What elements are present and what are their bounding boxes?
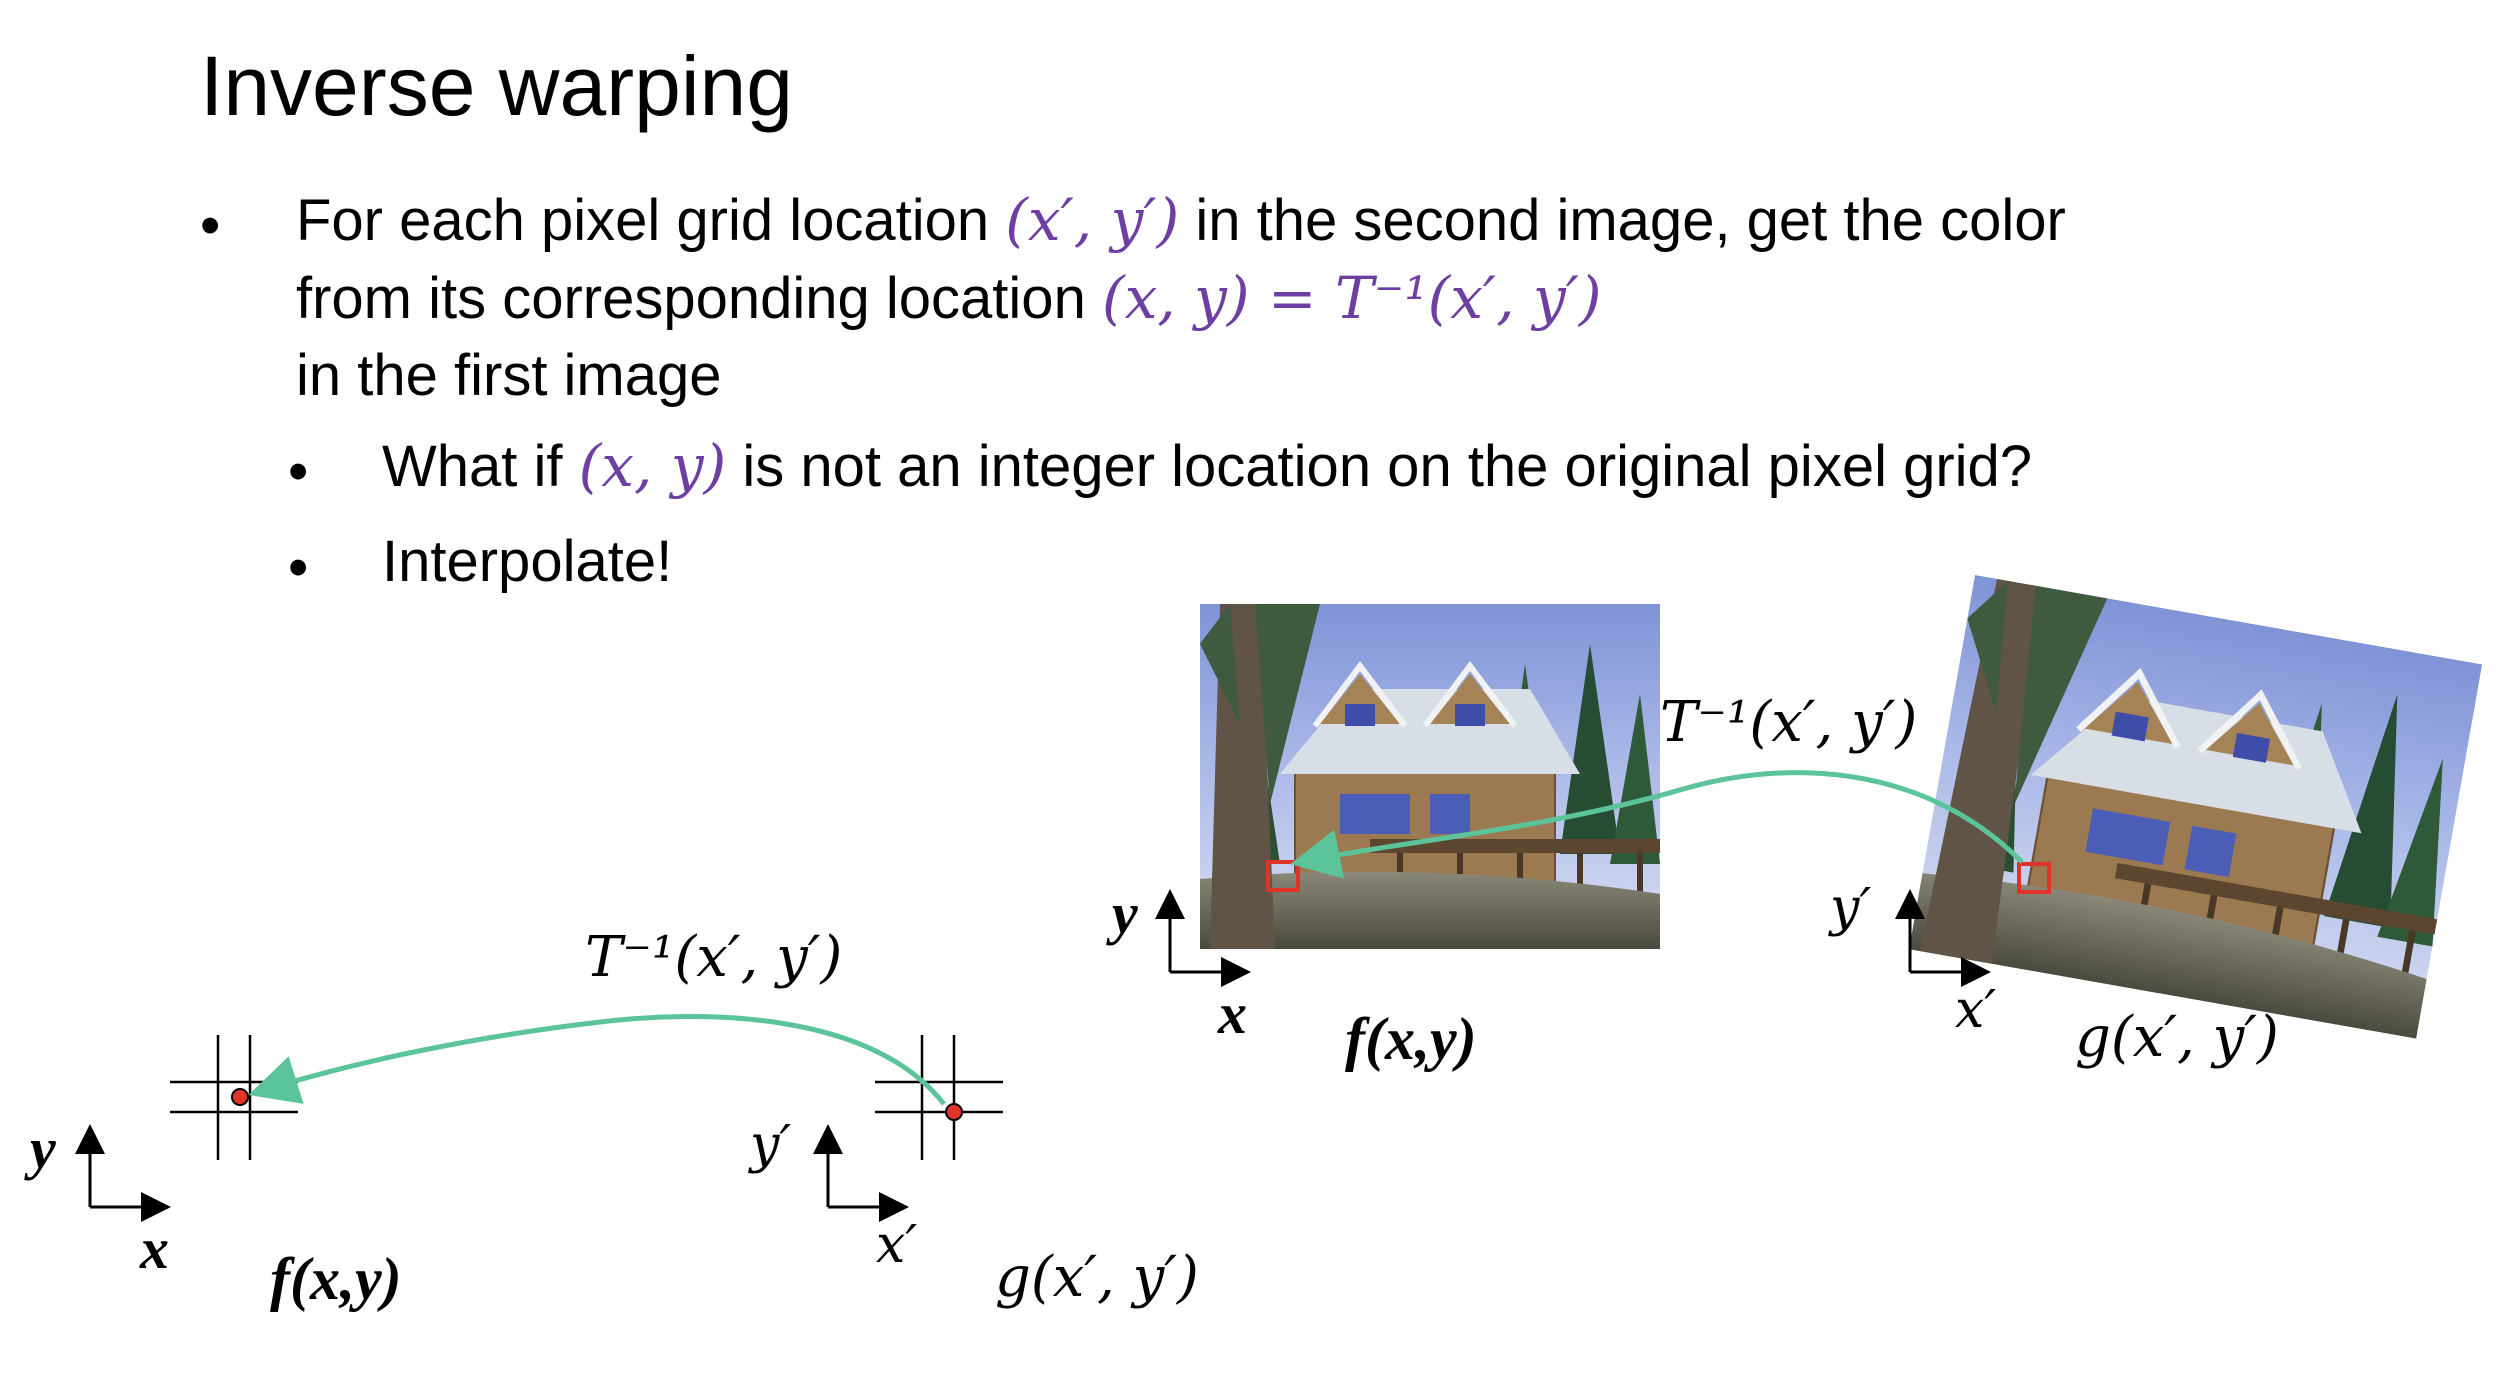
bullet-1-text-c: from its corresponding location [296, 266, 1102, 331]
inverse-mapping-arrow-left [248, 1014, 946, 1106]
target-function-label-right: g(x′, y′) [2075, 1005, 2279, 1070]
bullet-1-math-b: (x, y) = T⁻¹(x′, y′) [1101, 264, 1602, 332]
target-function-label-left: g(x′, y′) [995, 1245, 1199, 1310]
bullet-2-line: What if (x, y) is not an integer locatio… [382, 432, 2032, 500]
source-axes-left [75, 1124, 171, 1222]
source-function-label-right: f(x,y) [1345, 1006, 1477, 1072]
bullet-1-text-b: in the second image, get the color [1179, 188, 2066, 253]
bullet-1-line-3: in the first image [296, 343, 722, 408]
target-sample-point [945, 1103, 963, 1121]
axis-xprime-label-left: x′ [876, 1215, 918, 1275]
axis-x-label-right: x [1218, 981, 1247, 1046]
slide-title: Inverse warping [200, 39, 793, 133]
target-pixel-marker [2017, 862, 2051, 894]
arrow-label-right: T⁻¹(x′, y′) [1660, 690, 1918, 755]
sub-bullet-dot: • [288, 439, 309, 504]
target-axes-left [813, 1124, 909, 1222]
axis-x-label-left: x [140, 1216, 169, 1281]
bullet-1-text-a: For each pixel grid location [296, 188, 1006, 253]
axis-y-label-left: y [30, 1116, 56, 1181]
bullet-2-math-a: (x, y) [578, 432, 727, 500]
source-pixel-grid [170, 1035, 298, 1160]
arrow-label-left: T⁻¹(x′, y′) [585, 925, 843, 990]
source-axes-right [1155, 889, 1251, 987]
target-pixel-grid [875, 1035, 1003, 1160]
axis-yprime-label-right: y′ [1830, 878, 1872, 938]
warped-photo [1909, 575, 2482, 1039]
bullet-1-line-2: from its corresponding location (x, y) =… [296, 264, 1602, 332]
axis-yprime-label-left: y′ [750, 1115, 792, 1175]
bullet-1-math-a: (x′, y′) [1005, 186, 1180, 254]
source-photo [1200, 604, 1660, 949]
inverse-mapping-arrow-right [1290, 770, 2024, 879]
bullet-dot: • [200, 193, 221, 258]
bullet-1-line-1: For each pixel grid location (x′, y′) in… [296, 186, 2066, 254]
axis-y-label-right: y [1112, 881, 1138, 946]
sub-bullet-dot: • [288, 535, 309, 600]
source-function-label-left: f(x,y) [270, 1246, 402, 1312]
source-sample-point [231, 1088, 249, 1106]
axis-xprime-label-right: x′ [1955, 980, 1997, 1040]
target-axes-right [1895, 889, 1991, 987]
bullet-2-text-a: What if [382, 434, 579, 499]
bullet-2-text-b: is not an integer location on the origin… [726, 434, 2033, 499]
bullet-3-line: Interpolate! [382, 529, 673, 594]
